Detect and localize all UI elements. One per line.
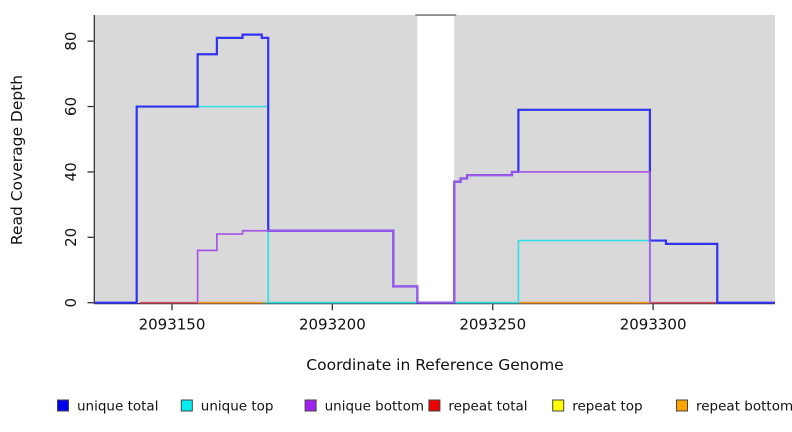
legend-swatch-repeat-top (552, 399, 565, 412)
x-tick-label: 2093150 (139, 316, 206, 334)
y-axis-title: Read Coverage Depth (8, 75, 26, 245)
gap-top-bar (415, 14, 457, 16)
legend-swatch-unique-top (180, 399, 193, 412)
legend-label-unique-bottom: unique bottom (325, 399, 424, 415)
y-tick-label: 0 (62, 298, 80, 308)
y-tick-label: 20 (62, 228, 80, 247)
legend-label-repeat-total: repeat total (448, 399, 527, 415)
legend-label-repeat-bottom: repeat bottom (696, 399, 792, 415)
x-tick-label: 2093200 (299, 316, 366, 334)
legend-swatch-unique-bottom (304, 399, 317, 412)
y-tick-label: 40 (62, 162, 80, 181)
y-tick-label: 60 (62, 97, 80, 116)
legend-swatch-repeat-bottom (676, 399, 688, 412)
x-tick-label: 2093250 (459, 316, 526, 334)
x-axis-title: Coordinate in Reference Genome (306, 356, 563, 374)
legend-label-unique-top: unique top (201, 399, 274, 415)
series-unique-bottom (196, 171, 651, 304)
legend-label-repeat-top: repeat top (572, 399, 642, 415)
legend-swatch-unique-total (57, 399, 69, 412)
legend-swatch-repeat-total (428, 399, 441, 412)
legend-label-unique-total: unique total (77, 399, 158, 415)
x-tick-label: 2093300 (620, 316, 687, 334)
y-tick-label: 80 (62, 32, 80, 51)
masked-gap-region (417, 15, 455, 303)
plot-dynamic-layer: 2093150 2093200 2093250 2093300 0 20 40 60 80 uni… (57, 14, 792, 415)
